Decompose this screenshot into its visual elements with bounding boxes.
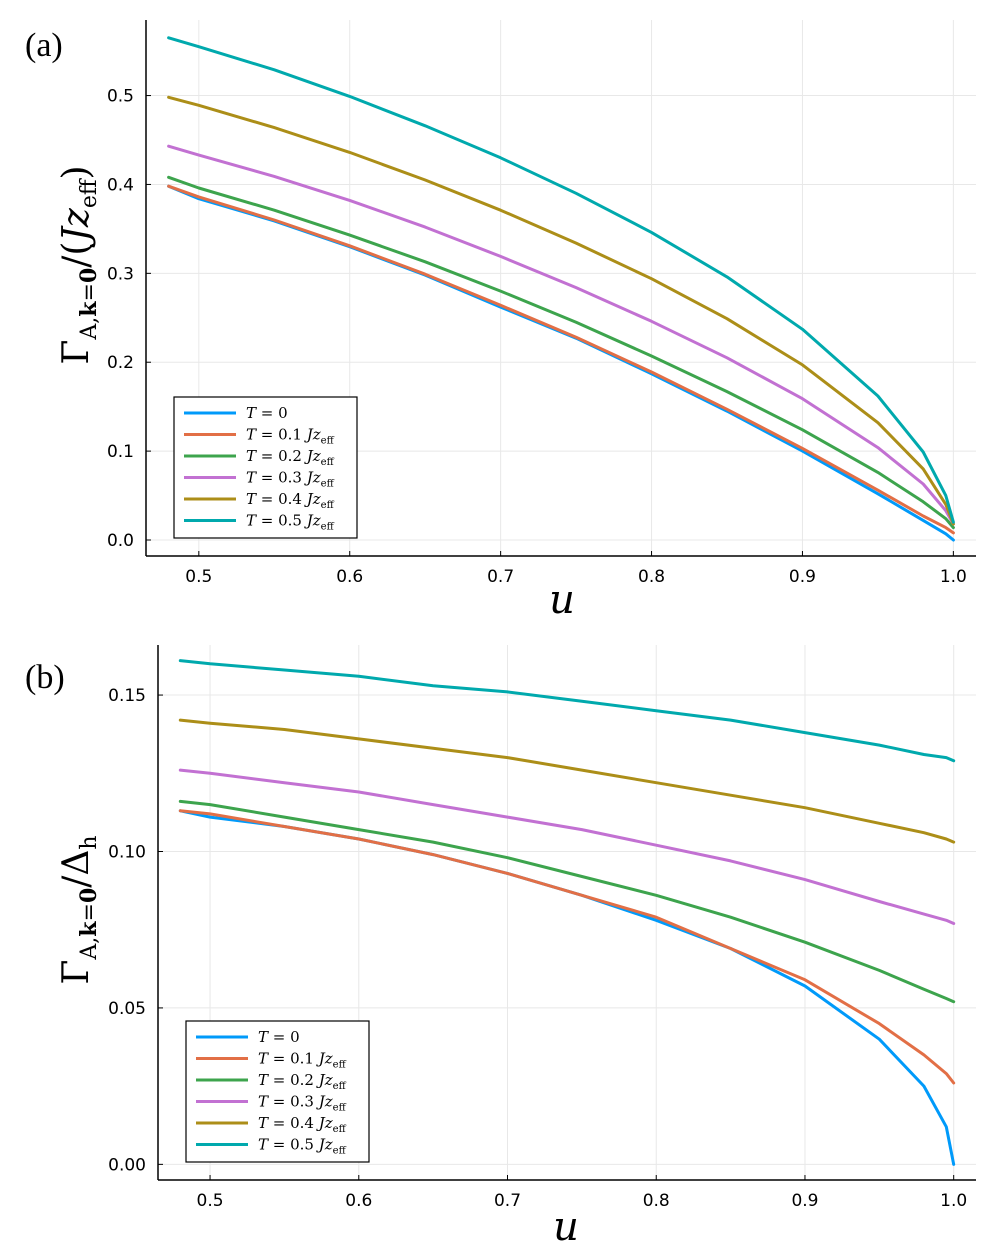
legend-entry: T = 0.4 Jzeff bbox=[246, 490, 335, 511]
x-axis-label: u bbox=[549, 577, 575, 623]
x-tick-label: 0.6 bbox=[345, 1191, 372, 1211]
y-tick-label: 0.2 bbox=[107, 353, 134, 373]
series-line-5 bbox=[167, 36, 955, 524]
x-tick-label: 0.7 bbox=[487, 567, 514, 587]
x-tick-label: 0.8 bbox=[643, 1191, 670, 1211]
series-line-1 bbox=[178, 809, 956, 1085]
svg-text:ΓA,k=0/(Jzeff): ΓA,k=0/(Jzeff) bbox=[56, 165, 102, 364]
y-tick-label: 0.10 bbox=[108, 842, 146, 862]
legend-entry: T = 0.2 Jzeff bbox=[258, 1071, 347, 1092]
panel-label: (a) bbox=[25, 27, 63, 64]
x-tick-label: 1.0 bbox=[940, 567, 967, 587]
series-line-3 bbox=[167, 144, 955, 526]
x-tick-label: 1.0 bbox=[940, 1191, 967, 1211]
y-tick-label: 0.0 bbox=[107, 531, 134, 551]
series-line-3 bbox=[178, 768, 956, 925]
legend-entry: T = 0.5 Jzeff bbox=[246, 512, 335, 533]
series-line-4 bbox=[167, 95, 955, 526]
legend-entry: T = 0 bbox=[246, 404, 288, 422]
y-axis-label: ΓA,k=0/(Jzeff) bbox=[56, 165, 102, 364]
legend-entry: T = 0 bbox=[258, 1028, 300, 1046]
legend-box bbox=[173, 396, 358, 539]
series-line-2 bbox=[178, 799, 956, 1004]
panel-a: (a) 0.5 0.6 0.7 0.8 0.9 1.0 0.0 0.1 0.2 0.3 0.4 0.5… bbox=[25, 20, 976, 623]
legend-box bbox=[185, 1020, 370, 1163]
y-tick-label: 0.3 bbox=[107, 264, 134, 284]
y-tick-label: 0.05 bbox=[108, 999, 146, 1019]
legend-entry: T = 0.5 Jzeff bbox=[258, 1136, 347, 1157]
x-tick-label: 0.5 bbox=[185, 567, 212, 587]
panel-label: (b) bbox=[25, 659, 65, 696]
y-axis-label: ΓA,k=0/Δh bbox=[56, 835, 102, 984]
legend-entry: T = 0.2 Jzeff bbox=[246, 447, 335, 468]
series-line-2 bbox=[167, 175, 955, 530]
panel-b: (b) 0.5 0.6 0.7 0.8 0.9 1.0 0.00 0.05 0.10 0.15 u… bbox=[25, 645, 976, 1250]
series-line-4 bbox=[178, 718, 956, 844]
y-tick-label: 0.4 bbox=[107, 175, 134, 195]
y-tick-label: 0.5 bbox=[107, 87, 134, 107]
legend-entry: T = 0.3 Jzeff bbox=[258, 1093, 347, 1114]
x-tick-label: 0.6 bbox=[336, 567, 363, 587]
x-tick-label: 0.9 bbox=[791, 1191, 818, 1211]
x-tick-label: 0.7 bbox=[494, 1191, 521, 1211]
series-line-5 bbox=[178, 659, 956, 763]
y-tick-label: 0.00 bbox=[108, 1155, 146, 1175]
x-tick-label: 0.5 bbox=[197, 1191, 224, 1211]
legend-entry: T = 0.3 Jzeff bbox=[246, 469, 335, 490]
legend-entry: T = 0.4 Jzeff bbox=[258, 1114, 347, 1135]
y-tick-label: 0.15 bbox=[108, 686, 146, 706]
legend-entry: T = 0.1 Jzeff bbox=[246, 426, 335, 447]
legend-entry: T = 0.1 Jzeff bbox=[258, 1050, 347, 1071]
x-tick-label: 0.8 bbox=[638, 567, 665, 587]
x-tick-label: 0.9 bbox=[789, 567, 816, 587]
y-axis-label-gamma: Γ bbox=[56, 340, 97, 365]
x-axis-label: u bbox=[553, 1204, 579, 1250]
svg-text:ΓA,k=0/Δh: ΓA,k=0/Δh bbox=[56, 835, 102, 984]
series-line-1 bbox=[167, 184, 955, 535]
y-tick-label: 0.1 bbox=[107, 442, 134, 462]
